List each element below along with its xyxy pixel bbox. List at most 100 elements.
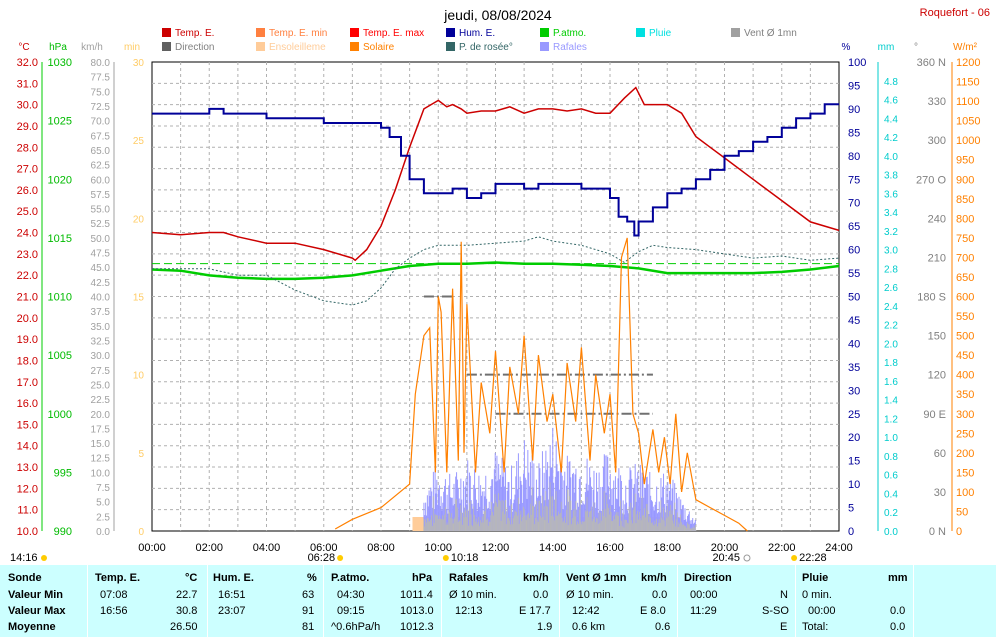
hum-min-time: 16:51 [218, 589, 246, 601]
direction-tick-label: 150 [928, 331, 946, 343]
legend-label: Solaire [363, 42, 395, 53]
temp-tick-label: 31.0 [17, 78, 38, 90]
series-line-temp-e- [151, 86, 840, 262]
series-line-hum-e- [152, 103, 839, 237]
vent-min-label: Ø 10 min. [566, 589, 614, 601]
solar-tick-label: 900 [956, 174, 974, 186]
solar-tick-label: 300 [956, 409, 974, 421]
wind-tick-label: 67.5 [91, 131, 111, 142]
row-label-avg: Moyenne [8, 621, 56, 633]
x-tick-label: 22:00 [768, 542, 796, 554]
solar-tick-label: 450 [956, 350, 974, 362]
table-divider [441, 565, 442, 637]
humidity-tick-label: 10 [848, 479, 860, 491]
temp-tick-label: 17.0 [17, 377, 38, 389]
wind-tick-label: 45.0 [91, 263, 111, 274]
wind-tick-label: 60.0 [91, 175, 111, 186]
humidity-tick-label: 5 [848, 503, 854, 515]
wind-tick-label: 10.0 [91, 468, 111, 479]
direction-header: Direction [684, 572, 732, 584]
pressure-tick-label: 1020 [48, 174, 72, 186]
humidity-tick-label: 100 [848, 57, 866, 69]
solar-tick-label: 800 [956, 213, 974, 225]
solar-tick-label: 100 [956, 487, 974, 499]
temp-tick-label: 16.0 [17, 398, 38, 410]
pressure-tick-label: 990 [54, 526, 72, 538]
x-tick-label: 16:00 [596, 542, 624, 554]
solar-tick-label: 250 [956, 428, 974, 440]
hum-avg: 81 [302, 621, 315, 633]
weather-chart: jeudi, 08/08/2024 Roquefort - 06 Temp. E. T… [10, 7, 990, 564]
station-name: Roquefort - 06 [920, 7, 990, 19]
rain-tick-label: 0.6 [884, 471, 898, 482]
solar-tick-label: 0 [956, 526, 962, 538]
humidity-tick-label: 95 [848, 80, 860, 92]
rain-tick-label: 0.2 [884, 508, 898, 519]
rain-tick-label: 0.4 [884, 489, 898, 500]
rain-tick-label: 2.6 [884, 283, 898, 294]
humidity-tick-label: 60 [848, 245, 860, 257]
legend-swatch [350, 42, 359, 51]
wind-tick-label: 72.5 [91, 102, 111, 113]
direction-tick-label: 0 N [929, 526, 946, 538]
temp-min-time: 07:08 [100, 589, 128, 601]
pluie-total-label: Total: [802, 621, 829, 633]
marker-dot [41, 555, 47, 561]
temp-tick-label: 25.0 [17, 206, 38, 218]
humidity-tick-label: 30 [848, 385, 860, 397]
solar-tick-label: 600 [956, 292, 974, 304]
axis-unit-solar: W/m² [953, 42, 978, 53]
wind-tick-label: 2.5 [96, 512, 110, 523]
direction-tick-label: 60 [934, 448, 946, 460]
rafales-header: Rafales [449, 572, 489, 584]
rafales-min-label: Ø 10 min. [449, 589, 497, 601]
table-divider [559, 565, 560, 637]
temp-tick-label: 20.0 [17, 313, 38, 325]
wind-tick-label: 57.5 [91, 190, 111, 201]
humidity-tick-label: 90 [848, 104, 860, 116]
legend-label: Temp. E. [175, 28, 214, 39]
wind-tick-label: 55.0 [91, 205, 111, 216]
direction-tick-label: 180 S [917, 292, 946, 304]
patmo-min-time: 04:30 [337, 589, 365, 601]
wind-tick-label: 0.0 [96, 527, 110, 538]
direction-max: S-SO [762, 605, 789, 617]
temp-tick-label: 27.0 [17, 164, 38, 176]
axis-unit-wind: km/h [81, 42, 103, 53]
rafales-unit: km/h [523, 572, 549, 584]
direction-tick-label: 360 N [917, 57, 946, 69]
solar-tick-label: 750 [956, 233, 974, 245]
series-line-p-atmo- [151, 261, 840, 281]
sunshine-tick-label: 15 [133, 293, 145, 304]
direction-max-time: 11:29 [690, 605, 717, 617]
noon-icon [442, 555, 449, 561]
direction-min-time: 00:00 [690, 589, 718, 601]
vent-min: 0.0 [652, 589, 668, 601]
patmo-trend: ^0.6hPa/h [331, 621, 381, 633]
solar-tick-label: 550 [956, 311, 974, 323]
rain-tick-label: 1.6 [884, 377, 898, 388]
temp-tick-label: 10.0 [17, 526, 38, 538]
table-divider [87, 565, 88, 637]
wind-tick-label: 12.5 [91, 454, 111, 465]
patmo-avg: 1012.3 [400, 621, 434, 633]
temp-tick-label: 21.0 [17, 292, 38, 304]
vent-max-time: 12:42 [572, 605, 600, 617]
solar-tick-label: 950 [956, 155, 974, 167]
hum-unit: % [307, 572, 317, 584]
axis-unit-temp: °C [18, 42, 29, 53]
direction-tick-label: 30 [934, 487, 946, 499]
summary-table [0, 565, 996, 637]
temp-tick-label: 14.0 [17, 441, 38, 453]
rain-tick-label: 3.4 [884, 208, 898, 219]
sunshine-tick-label: 30 [133, 58, 145, 69]
legend-label: P. de rosée° [459, 42, 513, 53]
legend-swatch [731, 28, 740, 37]
sonde-header: Sonde [8, 572, 42, 584]
solar-tick-label: 1200 [956, 57, 980, 69]
pressure-tick-label: 1025 [48, 116, 72, 128]
sunshine-tick-label: 0 [138, 527, 144, 538]
rain-tick-label: 3.2 [884, 227, 898, 238]
sunshine-tick-label: 5 [138, 449, 144, 460]
direction-min: N [780, 589, 788, 601]
